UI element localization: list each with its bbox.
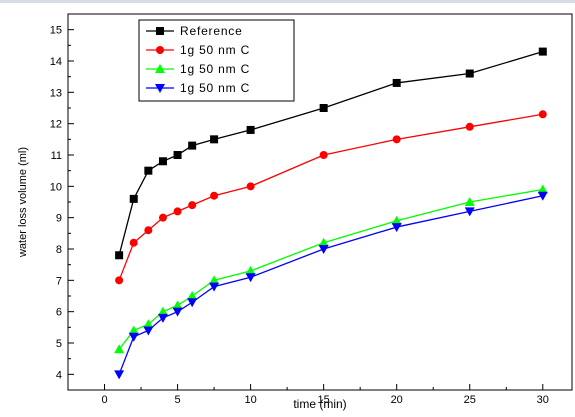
data-point	[466, 70, 474, 78]
data-point	[188, 201, 196, 209]
legend-label: 1g 50 nm C	[180, 62, 250, 76]
legend-label: Reference	[180, 24, 243, 38]
y-tick-label: 15	[50, 25, 62, 37]
data-point	[159, 214, 167, 222]
x-tick-label: 5	[175, 394, 181, 406]
data-point	[115, 276, 123, 284]
y-tick-label: 7	[56, 275, 62, 287]
data-point	[320, 104, 328, 112]
data-point	[130, 239, 138, 247]
data-point	[210, 135, 218, 143]
data-point	[115, 251, 123, 259]
data-point	[247, 182, 255, 190]
data-point	[539, 48, 547, 56]
x-tick-label: 10	[244, 394, 256, 406]
x-tick-label: 30	[537, 394, 549, 406]
legend: Reference 1g 50 nm C 1g 50 nm C 1g 50 nm C	[139, 20, 294, 101]
y-tick-label: 11	[51, 150, 62, 162]
data-point	[174, 207, 182, 215]
y-axis-label: water loss volume (ml)	[17, 147, 29, 258]
data-point	[247, 126, 255, 134]
y-tick-label: 13	[50, 87, 62, 99]
data-point	[320, 151, 328, 159]
legend-marker	[156, 27, 164, 35]
y-tick-label: 6	[56, 307, 62, 319]
y-tick-label: 5	[56, 338, 62, 350]
x-tick-label: 20	[391, 394, 403, 406]
data-point	[144, 226, 152, 234]
legend-marker	[156, 46, 164, 54]
data-point	[466, 123, 474, 131]
y-tick-label: 12	[50, 119, 62, 131]
legend-label: 1g 50 nm C	[180, 43, 250, 57]
y-tick-label: 9	[56, 213, 62, 225]
data-point	[539, 110, 547, 118]
data-point	[393, 79, 401, 87]
data-point	[188, 142, 196, 150]
y-tick-label: 4	[56, 369, 62, 381]
data-point	[144, 167, 152, 175]
data-point	[159, 157, 167, 165]
top-border	[0, 0, 575, 3]
y-tick-label: 14	[50, 56, 62, 68]
x-tick-label: 0	[101, 394, 107, 406]
data-point	[130, 195, 138, 203]
x-axis-label: time (min)	[293, 397, 346, 411]
x-tick-label: 25	[464, 394, 476, 406]
data-point	[210, 192, 218, 200]
data-point	[174, 151, 182, 159]
legend-label: 1g 50 nm C	[180, 81, 250, 95]
data-point	[393, 135, 401, 143]
y-tick-label: 10	[50, 181, 62, 193]
y-tick-label: 8	[56, 244, 62, 256]
